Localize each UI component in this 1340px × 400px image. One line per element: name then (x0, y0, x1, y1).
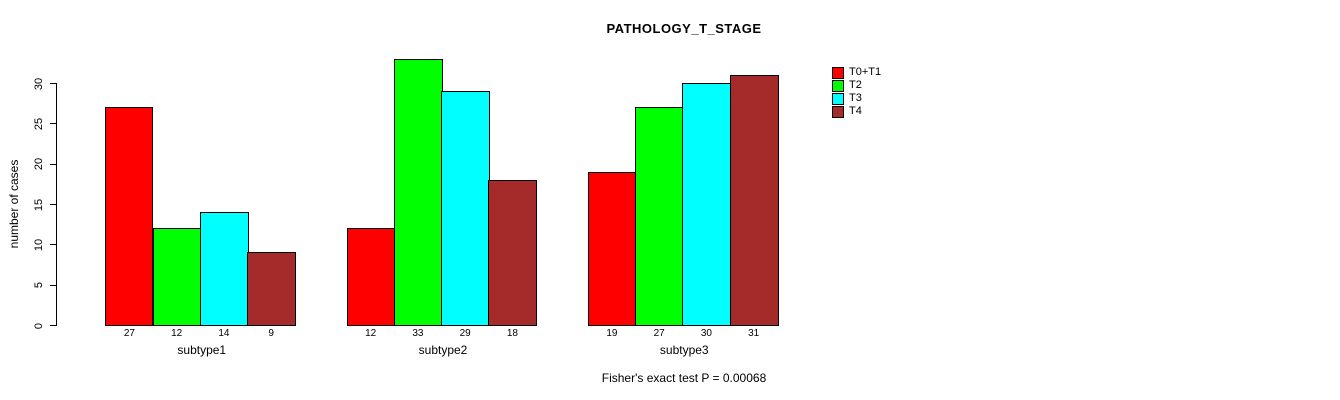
legend-label: T0+T1 (849, 66, 882, 78)
legend-item-T4: T4 (832, 105, 881, 118)
bar-count-label: 27 (123, 328, 135, 339)
y-tick-label: 10 (33, 238, 45, 251)
bar-subtype1-T4 (247, 252, 296, 327)
bar-subtype1-T3 (200, 212, 249, 327)
y-tick-label: 30 (33, 77, 45, 90)
legend-label: T2 (849, 79, 862, 91)
legend-item-T3: T3 (832, 92, 881, 105)
y-tick-mark (50, 83, 56, 84)
bar-count-label: 30 (700, 328, 712, 339)
bar-subtype2-T0+T1 (347, 228, 395, 327)
legend-label: T3 (849, 92, 862, 104)
legend-swatch-icon (832, 105, 844, 118)
category-label-subtype1: subtype1 (177, 343, 227, 357)
y-tick-label: 15 (33, 198, 45, 211)
bar-count-label: 14 (218, 328, 230, 339)
bar-subtype1-T0+T1 (105, 107, 153, 327)
legend-item-T2: T2 (832, 79, 881, 92)
y-tick-mark (50, 204, 56, 205)
bar-count-label: 31 (748, 328, 760, 339)
bar-count-label: 12 (365, 328, 377, 339)
y-tick-mark (50, 163, 56, 165)
bar-subtype2-T2 (394, 58, 443, 326)
legend-label: T4 (849, 105, 862, 117)
y-tick-label: 20 (33, 158, 45, 171)
y-tick-mark (50, 244, 56, 246)
y-tick-mark (50, 123, 56, 125)
bar-count-label: 27 (653, 328, 665, 339)
bar-count-label: 33 (412, 328, 424, 339)
bar-subtype3-T0+T1 (588, 171, 636, 326)
category-label-subtype3: subtype3 (659, 343, 709, 357)
bar-count-label: 29 (459, 328, 471, 339)
y-tick-label: 25 (33, 117, 45, 130)
bar-count-label: 9 (268, 328, 274, 339)
y-axis-label: number of cases (7, 159, 21, 249)
bar-subtype3-T3 (682, 83, 731, 326)
bar-subtype2-T4 (488, 179, 537, 326)
bar-count-label: 18 (506, 328, 518, 339)
chart-title: PATHOLOGY_T_STAGE (606, 21, 762, 36)
bar-subtype2-T3 (441, 91, 490, 327)
bar-subtype3-T4 (730, 74, 779, 326)
bar-count-label: 19 (606, 328, 618, 339)
bar-subtype1-T2 (153, 228, 202, 327)
legend-swatch-icon (832, 79, 844, 92)
footnote-text: Fisher's exact test P = 0.00068 (601, 371, 767, 385)
y-tick-label: 0 (33, 322, 45, 329)
y-tick-mark (50, 325, 56, 326)
category-label-subtype2: subtype2 (418, 343, 468, 357)
bar-subtype3-T2 (635, 107, 684, 327)
legend-swatch-icon (832, 92, 844, 105)
bar-count-label: 12 (171, 328, 183, 339)
legend-item-T0+T1: T0+T1 (832, 66, 881, 79)
y-tick-label: 5 (33, 282, 45, 289)
y-tick-mark (50, 284, 56, 286)
legend: T0+T1 T2 T3 T4 (832, 66, 881, 118)
y-axis-line (56, 83, 57, 326)
legend-swatch-icon (832, 66, 844, 79)
